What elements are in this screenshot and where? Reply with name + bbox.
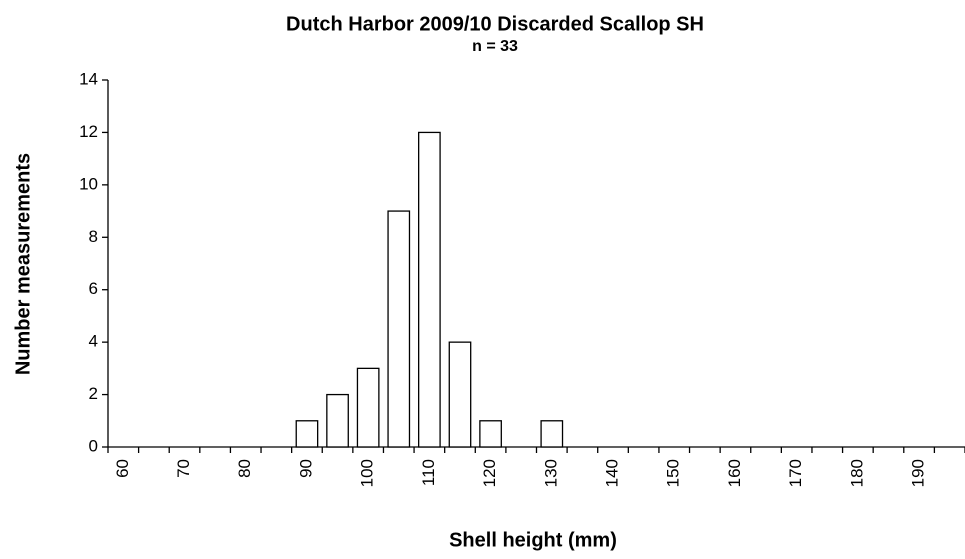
y-tick-label: 4 [89, 332, 98, 351]
x-tick-label: 140 [603, 459, 622, 487]
bar [387, 210, 411, 448]
x-tick-label: 190 [909, 459, 928, 487]
x-tick-label: 120 [480, 459, 499, 487]
bar [540, 420, 564, 448]
y-tick-label: 0 [89, 436, 98, 455]
bar [356, 367, 380, 448]
chart-title: Dutch Harbor 2009/10 Discarded Scallop S… [286, 13, 704, 35]
bar [295, 420, 319, 448]
x-tick-label: 130 [541, 459, 560, 487]
bar [448, 341, 472, 448]
x-tick-label: 100 [358, 459, 377, 487]
x-tick-label: 60 [113, 459, 132, 478]
x-tick-label: 110 [419, 459, 438, 486]
x-tick-label: 150 [664, 459, 683, 487]
y-tick-label: 8 [89, 227, 98, 246]
y-tick-label: 14 [79, 69, 98, 88]
bar [479, 420, 502, 448]
bar [326, 393, 349, 448]
x-tick-label: 180 [847, 459, 866, 487]
y-tick-label: 10 [79, 174, 98, 193]
bar [418, 131, 441, 448]
y-tick-label: 2 [89, 384, 98, 403]
x-tick-label: 80 [235, 459, 254, 478]
chart-subtitle: n = 33 [472, 38, 518, 55]
y-axis-title: Number measurements [12, 153, 34, 375]
x-tick-label: 90 [296, 459, 315, 478]
x-tick-label: 160 [725, 459, 744, 487]
x-axis-title: Shell height (mm) [449, 529, 617, 551]
y-tick-label: 6 [89, 279, 98, 298]
x-tick-label: 170 [786, 459, 805, 487]
y-tick-label: 12 [79, 122, 98, 141]
x-tick-label: 70 [174, 459, 193, 478]
